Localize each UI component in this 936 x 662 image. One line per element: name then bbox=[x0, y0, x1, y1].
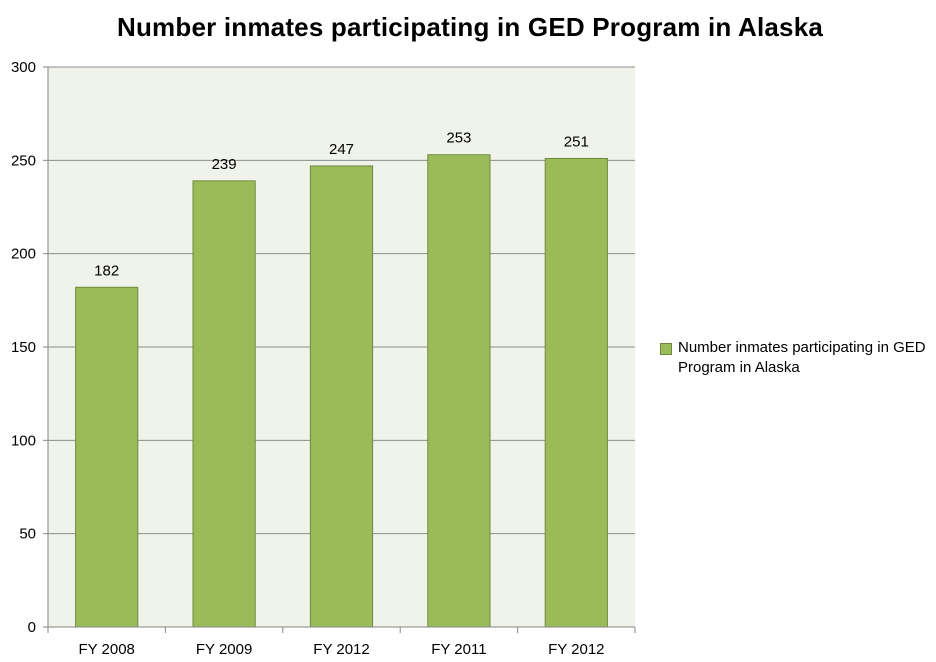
data-label: 182 bbox=[94, 262, 119, 279]
legend: Number inmates participating in GED Prog… bbox=[660, 338, 932, 378]
x-tick-label: FY 2011 bbox=[431, 641, 486, 658]
y-tick-label: 50 bbox=[19, 526, 36, 543]
x-tick-label: FY 2012 bbox=[548, 641, 604, 658]
chart-title: Number inmates participating in GED Prog… bbox=[116, 12, 824, 42]
y-tick-label: 300 bbox=[11, 59, 36, 76]
data-labels: 182 239 247 253 251 bbox=[94, 130, 589, 280]
bar bbox=[192, 180, 256, 628]
bar bbox=[544, 157, 608, 628]
bar bbox=[427, 154, 491, 628]
axes: 0 50 100 150 200 250 300 FY 2008 FY 2009 FY 2012 F… bbox=[11, 59, 636, 658]
x-tick-label: FY 2009 bbox=[196, 641, 252, 658]
y-tick-label: 0 bbox=[28, 619, 36, 636]
x-tick-label: FY 2012 bbox=[313, 641, 369, 658]
y-tick-label: 150 bbox=[11, 339, 36, 356]
data-label: 247 bbox=[329, 141, 354, 158]
bar bbox=[309, 165, 374, 628]
y-tick-label: 200 bbox=[11, 246, 36, 263]
y-tick-label: 100 bbox=[11, 432, 36, 449]
legend-label: Number inmates participating in GED Prog… bbox=[678, 339, 926, 376]
bar bbox=[75, 286, 139, 628]
data-label: 239 bbox=[212, 156, 237, 173]
data-label: 251 bbox=[564, 133, 589, 150]
x-tick-label: FY 2008 bbox=[78, 641, 134, 658]
y-tick-label: 250 bbox=[11, 152, 36, 169]
bars bbox=[75, 154, 608, 628]
data-label: 253 bbox=[446, 130, 471, 147]
legend-swatch bbox=[660, 343, 672, 355]
